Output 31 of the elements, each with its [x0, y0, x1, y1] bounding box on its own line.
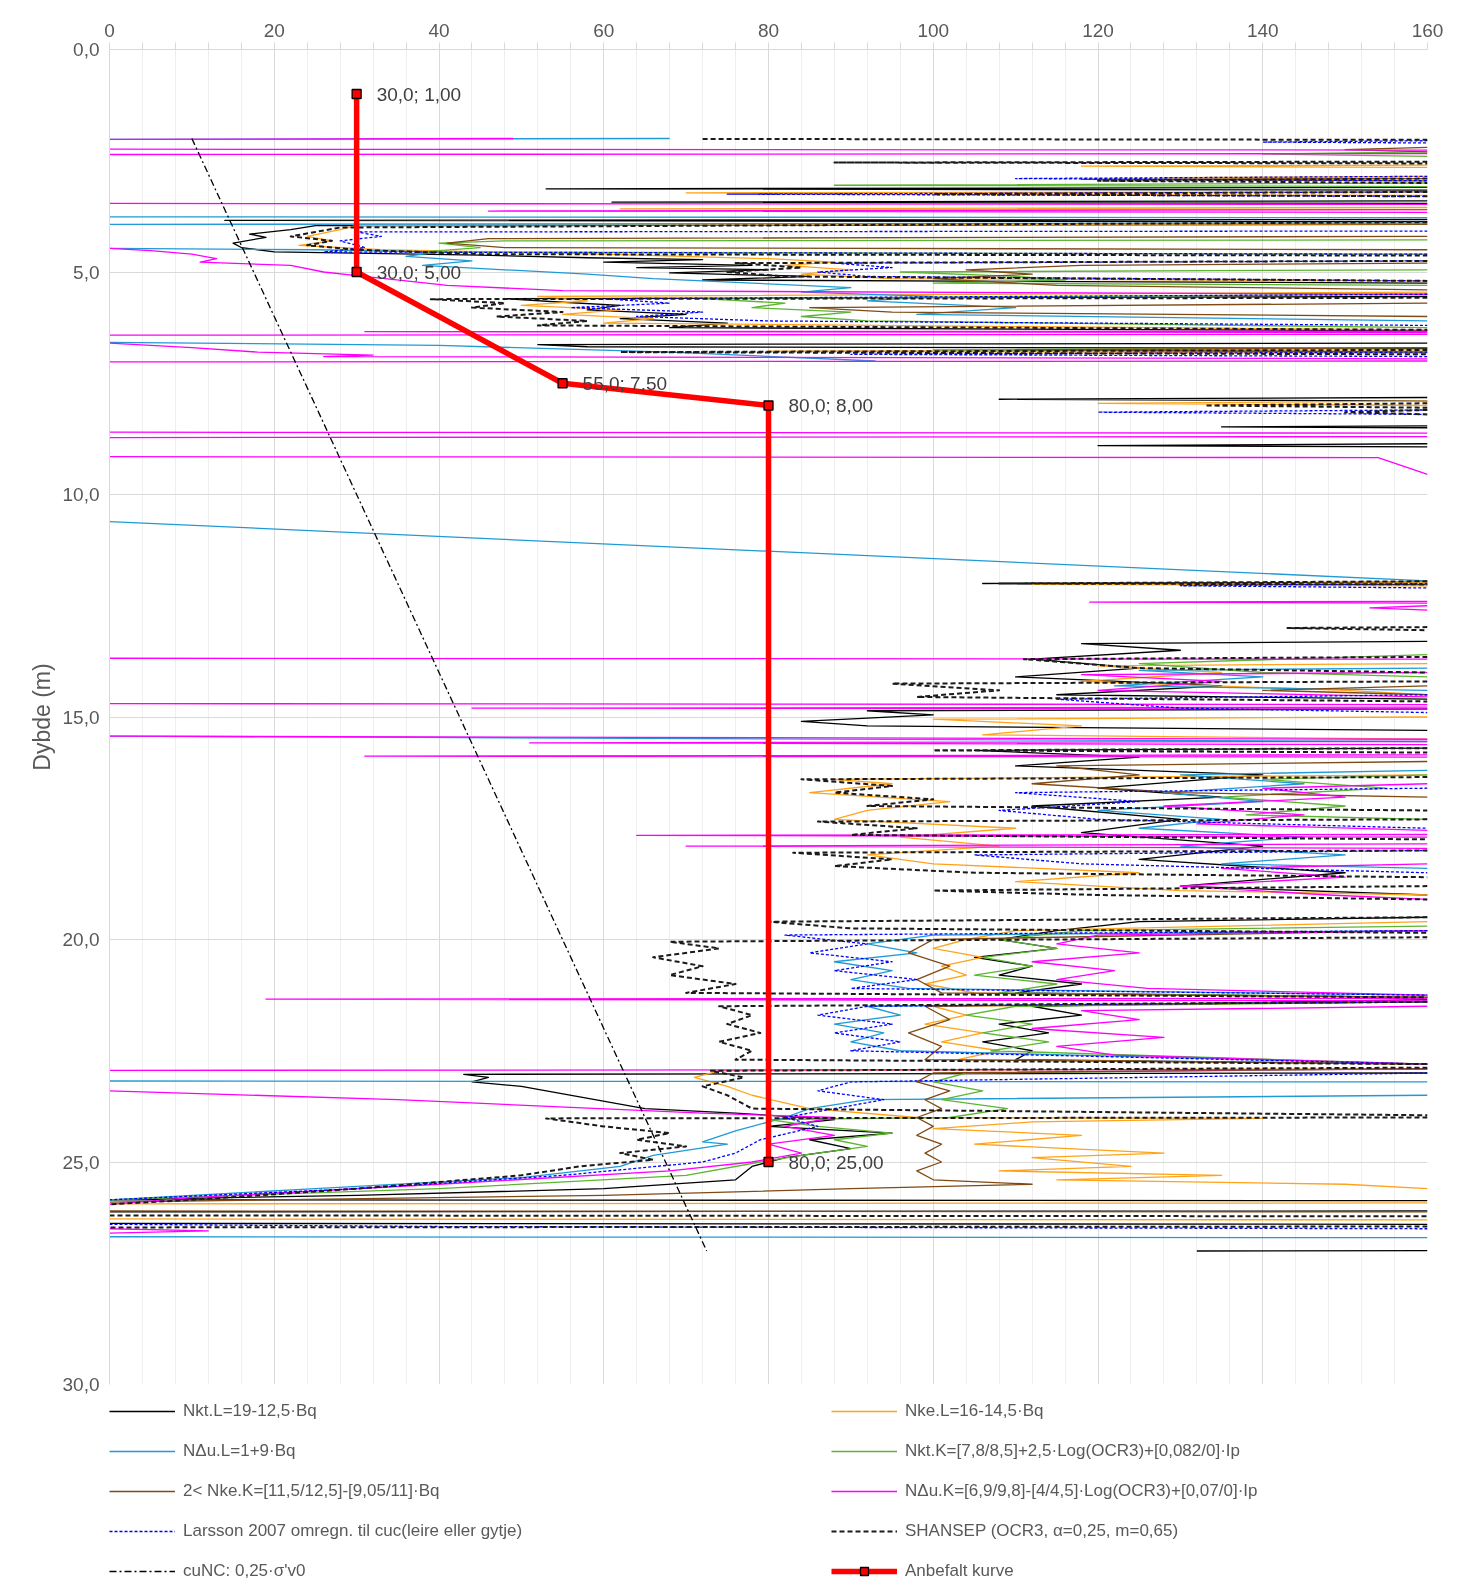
y-tick-label: 5,0 [73, 261, 100, 283]
y-axis-title: Dybde (m) [28, 663, 55, 771]
legend-label: Anbefalt kurve [905, 1561, 1015, 1581]
y-tick-label: 15,0 [62, 706, 100, 728]
legend-label: Nkt.K=[7,8/8,5]+2,5·Log(OCR3)+[0,082/0]·Ip [905, 1441, 1241, 1461]
legend-label: Larsson 2007 omregn. til cuc(leire eller gytje) [183, 1521, 524, 1541]
x-tick-label: 160 [1411, 19, 1444, 41]
legend-label: Nkt.L=19-12,5·Bq [183, 1401, 318, 1421]
x-tick-label: 40 [428, 19, 450, 41]
x-tick-label: 140 [1246, 19, 1279, 41]
x-tick-label: 20 [263, 19, 285, 41]
data-label: 80,0; 25,00 [788, 1151, 884, 1173]
y-tick-label: 20,0 [62, 929, 100, 950]
x-tick-label: 0 [104, 19, 115, 41]
data-label: 30,0; 5,00 [376, 261, 462, 283]
data-label: 30,0; 1,00 [376, 83, 462, 105]
y-tick-label: 0,0 [73, 39, 100, 60]
x-tick-label: 80 [757, 19, 780, 41]
x-tick-label: 60 [593, 19, 615, 41]
x-tick-label: 100 [917, 19, 950, 41]
y-tick-label: 10,0 [62, 484, 100, 505]
data-label: 80,0; 8,00 [788, 395, 874, 416]
legend-label: cuNC: 0,25·σ'v0 [183, 1561, 307, 1581]
y-tick-label: 30,0 [62, 1374, 100, 1395]
x-tick-label: 120 [1082, 19, 1114, 41]
legend-label: Nke.L=16-14,5·Bq [905, 1401, 1045, 1421]
legend-label: NΔu.K=[6,9/9,8]-[4/4,5]·Log(OCR3)+[0,07/0]·Ip [905, 1481, 1259, 1501]
y-tick-label: 25,0 [62, 1151, 100, 1173]
legend-label: SHANSEP (OCR3, α=0,25, m=0,65) [905, 1521, 1180, 1541]
legend-label: NΔu.L=1+9·Bq [183, 1441, 297, 1461]
legend-label: 2< Nke.K=[11,5/12,5]-[9,05/11]·Bq [183, 1481, 441, 1501]
